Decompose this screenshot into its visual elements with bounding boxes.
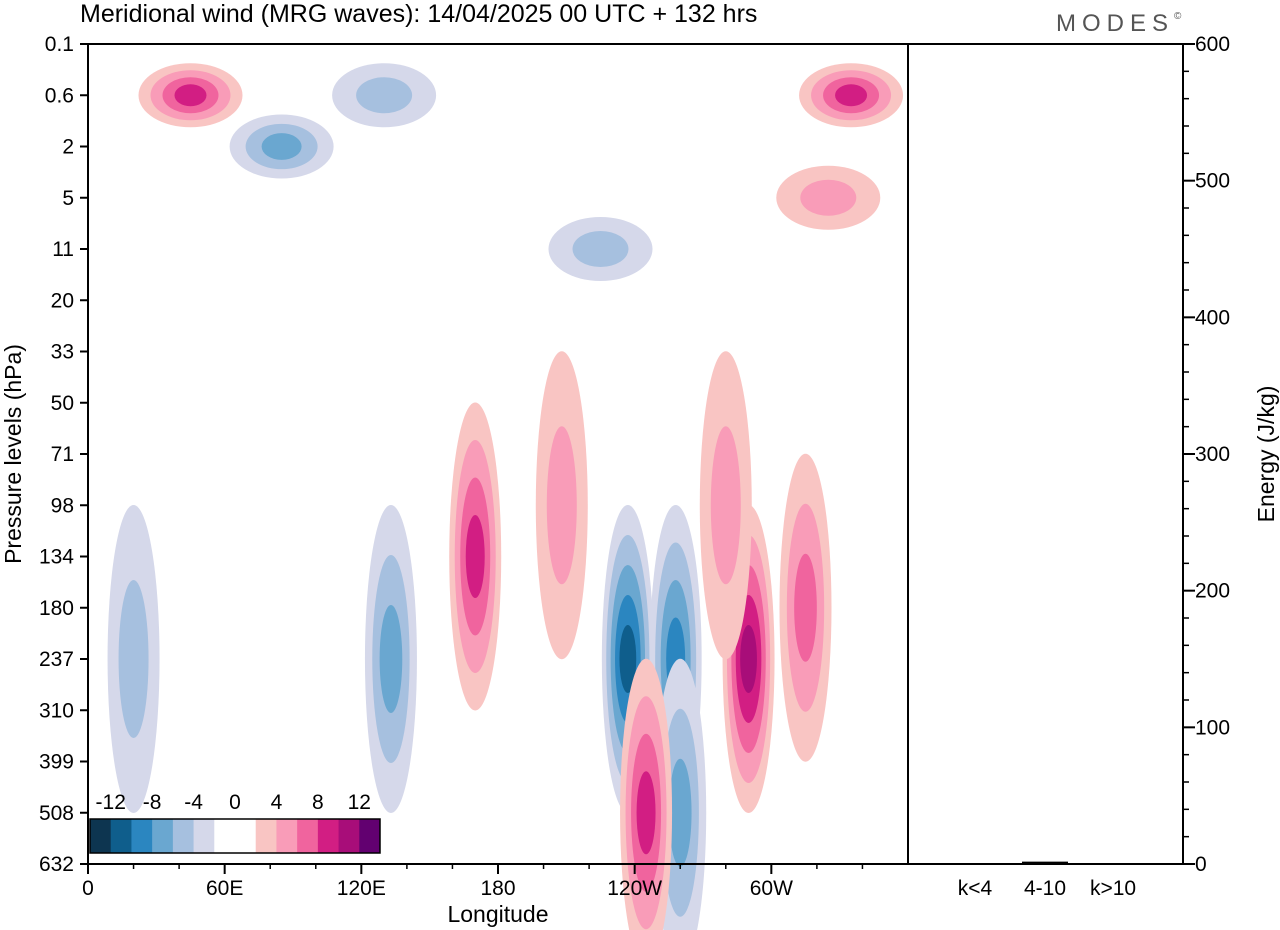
colorbar-frame [89, 818, 381, 854]
energy-bar [952, 863, 998, 865]
contour-1-level-1 [546, 426, 577, 585]
pressure-tick-label: 237 [39, 648, 74, 671]
colorbar-swatch [276, 819, 298, 853]
x-axis-label: Longitude [447, 901, 548, 927]
contour-10-level-1 [118, 580, 149, 738]
pressure-tick-label: 632 [39, 853, 74, 876]
colorbar-label: -8 [143, 791, 162, 814]
colorbar-swatch [338, 819, 360, 853]
pressure-tick-label: 399 [39, 751, 74, 774]
contour-14-level-1 [356, 77, 413, 114]
colorbar-label: 12 [348, 791, 371, 814]
brand-name: MODES [1056, 10, 1174, 37]
contour-5-level-3 [636, 771, 656, 855]
pressure-tick-label: 134 [39, 546, 74, 569]
pressure-tick-label: 20 [51, 289, 74, 312]
colorbar-swatch [255, 819, 277, 853]
pressure-tick-label: 5 [62, 187, 74, 210]
pressure-tick-label: 50 [51, 392, 74, 415]
energy-bar [1022, 861, 1068, 864]
colorbar-label: -4 [184, 791, 203, 814]
colorbar-label: 8 [312, 791, 324, 814]
energy-tick-label: 400 [1195, 306, 1230, 329]
energy-plot-frame [907, 43, 1184, 865]
contour-11-level-3 [174, 84, 207, 107]
pressure-tick-label: 180 [39, 597, 74, 620]
brand-logo: MODES© [1056, 10, 1182, 37]
colorbar-swatch [152, 819, 174, 853]
longitude-axis: 0 60E 120E 180 120W 60W [82, 864, 864, 900]
colorbar-swatch [359, 819, 381, 853]
energy-category-label: k<4 [958, 877, 993, 900]
pressure-tick-label: 71 [51, 443, 74, 466]
colorbar-swatch [110, 819, 132, 853]
colorbar-swatch [297, 819, 319, 853]
pressure-axis: 0.1 0.6 2 5 11 20 33 50 71 98 134 180 237 310 399 508 63… [39, 33, 88, 876]
contour-field [107, 63, 904, 930]
colorbar-label: -12 [96, 791, 126, 814]
pressure-tick-label: 0.6 [45, 84, 74, 107]
y-axis-label: Pressure levels (hPa) [0, 344, 26, 564]
brand-mark: © [1174, 11, 1182, 22]
contour-13-level-2 [261, 133, 302, 160]
contour-6-level-4 [740, 625, 757, 693]
longitude-tick-label: 120E [337, 877, 386, 900]
colorbar-label: 4 [271, 791, 283, 814]
longitude-tick-label: 180 [480, 877, 515, 900]
energy-tick-label: 100 [1195, 716, 1230, 739]
contour-0-level-3 [465, 515, 485, 598]
energy-category-label: 4-10 [1024, 877, 1066, 900]
contour-2-level-4 [619, 625, 637, 693]
pressure-tick-label: 0.1 [45, 33, 74, 56]
contour-7-level-1 [710, 426, 741, 585]
energy-tick-label: 200 [1195, 580, 1230, 603]
colorbar-swatch [172, 819, 195, 853]
energy-category-label: k>10 [1090, 877, 1136, 900]
pressure-tick-label: 310 [39, 699, 74, 722]
energy-bar [1090, 863, 1136, 865]
colorbar-swatch [235, 819, 257, 853]
longitude-tick-label: 60W [750, 877, 793, 900]
colorbar-swatch [317, 819, 340, 853]
longitude-tick-label: 120W [607, 877, 662, 900]
contour-8-level-2 [794, 553, 817, 662]
energy-tick-label: 300 [1195, 443, 1230, 466]
energy-tick-label: 500 [1195, 170, 1230, 193]
contour-12-level-3 [835, 84, 868, 107]
colorbar-swatch [193, 819, 215, 853]
energy-axis: 0 100 200 300 400 500 600 [1183, 33, 1230, 876]
pressure-tick-label: 33 [51, 341, 74, 364]
pressure-tick-label: 98 [51, 494, 74, 517]
chart-title: Meridional wind (MRG waves): 14/04/2025 … [80, 0, 757, 28]
contour-4-level-2 [668, 758, 692, 867]
colorbar-label: 0 [229, 791, 241, 814]
energy-bars: k<4 4-10 k>10 [952, 861, 1136, 900]
longitude-tick-label: 0 [82, 877, 94, 900]
colorbar-swatch [131, 819, 153, 853]
colorbar-swatch [214, 819, 236, 853]
longitude-tick-label: 60E [206, 877, 243, 900]
contour-9-level-2 [379, 605, 403, 713]
energy-axis-label: Energy (J/kg) [1253, 386, 1279, 523]
main-plot-frame [87, 43, 909, 865]
energy-tick-label: 0 [1195, 853, 1207, 876]
pressure-tick-label: 508 [39, 802, 74, 825]
colorbar: -12 -8 -4 0 4 8 12 [89, 791, 381, 854]
pressure-tick-label: 11 [52, 238, 74, 261]
pressure-tick-label: 2 [62, 136, 74, 159]
energy-tick-label: 600 [1195, 33, 1230, 56]
contour-16-level-1 [572, 231, 629, 267]
colorbar-swatch [90, 819, 112, 853]
contour-15-level-1 [800, 179, 857, 216]
